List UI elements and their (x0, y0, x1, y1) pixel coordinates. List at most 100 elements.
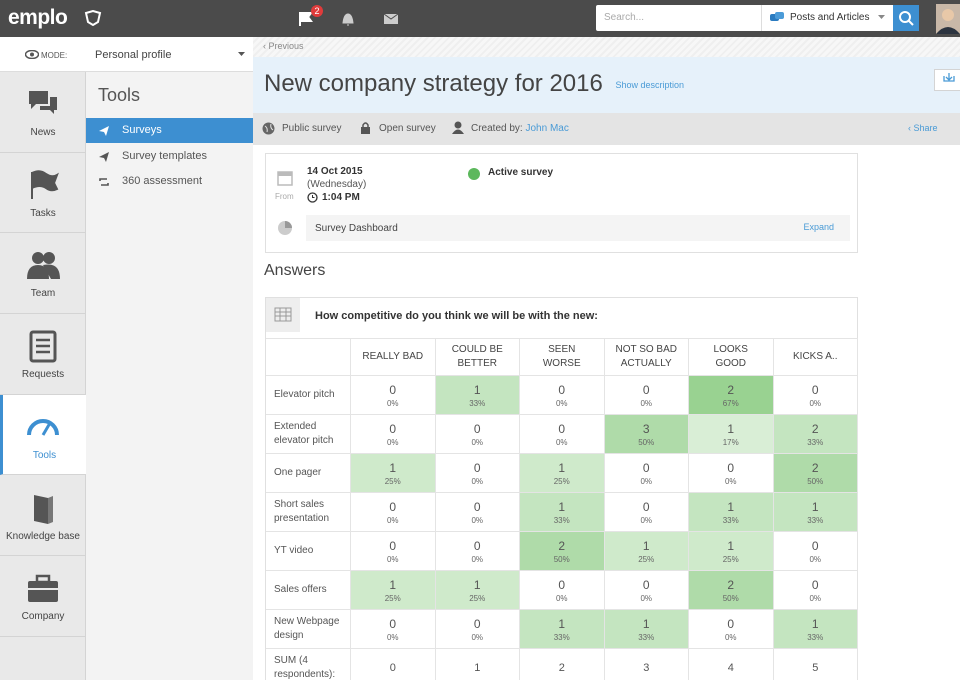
answer-cell: 0 0% (351, 376, 436, 415)
tools-title: Tools (98, 85, 141, 105)
sum-value: 1 (474, 662, 481, 674)
flag-icon[interactable] (298, 11, 314, 27)
answer-cell: 2 33% (773, 415, 858, 454)
row-label: Sales offers (266, 571, 351, 610)
answer-percent: 50% (553, 554, 570, 564)
answer-percent: 67% (722, 398, 739, 408)
show-description[interactable]: Show description (615, 79, 685, 90)
expand-link[interactable]: Expand (803, 222, 834, 232)
notification-badge: 2 (311, 5, 323, 17)
answer-cell: 1 25% (351, 571, 436, 610)
answer-percent: 0% (471, 515, 484, 525)
search-button[interactable] (893, 5, 919, 31)
search-input[interactable]: Search... (596, 5, 761, 31)
answer-cell: 1 25% (689, 532, 774, 571)
answer-count: 2 (727, 382, 735, 397)
created-by-name[interactable]: John Mac (525, 123, 569, 134)
bell-icon[interactable] (340, 11, 356, 27)
sum-cell: 2 (520, 649, 605, 680)
user-icon (452, 121, 464, 134)
tool-label: 360 assessment (122, 175, 203, 187)
answer-percent: 0% (555, 437, 568, 447)
tool-item[interactable]: Surveys (86, 118, 253, 143)
column-label: COULD BE BETTER (451, 344, 503, 369)
answer-percent: 0% (555, 593, 568, 603)
tool-item[interactable]: Survey templates (86, 144, 253, 169)
row-label-text: Short sales presentation (274, 499, 330, 524)
nav-item[interactable]: Company (0, 556, 86, 637)
answer-count: 1 (558, 499, 566, 514)
scope-icon (770, 12, 784, 21)
nav-item[interactable]: Requests (0, 314, 86, 395)
column-label: LOOKS GOOD (713, 344, 748, 369)
answer-count: 1 (473, 382, 481, 397)
answer-cell: 0 0% (435, 493, 520, 532)
answer-percent: 33% (553, 515, 570, 525)
row-label: YT video (266, 532, 351, 571)
share-link[interactable]: ‹ Share (908, 123, 938, 133)
answer-count: 1 (811, 616, 819, 631)
nav-item[interactable]: Tasks (0, 153, 86, 234)
calendar-icon (277, 171, 293, 186)
nav-item[interactable]: News (0, 72, 86, 153)
nav-item[interactable]: Team (0, 233, 86, 315)
mode-value[interactable]: Personal profile (95, 49, 172, 61)
answer-cell: 2 50% (773, 454, 858, 493)
answer-percent: 25% (638, 554, 655, 564)
answer-percent: 0% (386, 437, 399, 447)
answer-percent: 0% (724, 632, 737, 642)
answer-percent: 0% (471, 554, 484, 564)
answer-percent: 0% (471, 437, 484, 447)
logo-icon (84, 10, 102, 26)
answer-cell: 2 50% (520, 532, 605, 571)
answer-percent: 0% (386, 398, 399, 408)
answer-count: 1 (558, 616, 566, 631)
answer-cell: 1 25% (604, 532, 689, 571)
nav-label: Tools (32, 449, 57, 461)
row-label-text: Elevator pitch (274, 389, 335, 400)
dashboard-label: Survey Dashboard (315, 223, 398, 234)
dashboard-bar[interactable]: Survey Dashboard Expand (306, 215, 850, 241)
answer-cell: 3 50% (604, 415, 689, 454)
tools-panel: Tools Surveys Survey templates 360 assessm… (86, 72, 253, 680)
sum-cell: 4 (689, 649, 774, 680)
nav-item[interactable]: Tools (0, 394, 86, 476)
answer-cell: 1 17% (689, 415, 774, 454)
survey-info: From 14 Oct 2015 (Wednesday) 1:04 PM Act… (265, 153, 858, 253)
answer-percent: 0% (555, 398, 568, 408)
answer-percent: 25% (384, 593, 401, 603)
status: Active survey (488, 167, 554, 178)
avatar[interactable] (936, 4, 960, 34)
answer-cell: 0 0% (773, 532, 858, 571)
nav-item[interactable]: Knowledge base (0, 476, 86, 557)
answer-cell: 1 25% (351, 454, 436, 493)
answer-cell: 0 0% (773, 571, 858, 610)
tool-item[interactable]: 360 assessment (86, 169, 253, 194)
answer-count: 1 (558, 460, 566, 475)
column-header: SEEN WORSE (520, 338, 605, 376)
column-header: COULD BE BETTER (435, 338, 520, 376)
logo[interactable]: emplo (8, 6, 68, 29)
mode-caret (238, 52, 245, 56)
row-label: SUM (4 respondents): (266, 649, 351, 680)
download-button[interactable] (934, 69, 960, 91)
answer-percent: 50% (722, 593, 739, 603)
answer-count: 0 (811, 538, 819, 553)
answer-percent: 33% (638, 632, 655, 642)
answer-count: 1 (727, 538, 735, 553)
weekday: (Wednesday) (307, 179, 367, 190)
answer-percent: 0% (386, 554, 399, 564)
answer-percent: 17% (722, 437, 739, 447)
answer-count: 1 (642, 538, 650, 553)
answer-percent: 0% (471, 632, 484, 642)
answer-count: 2 (727, 577, 735, 592)
table-icon-box (266, 298, 300, 332)
from-label: From (275, 192, 294, 201)
answer-percent: 25% (722, 554, 739, 564)
mode-bar: MODE: Personal profile (0, 37, 253, 72)
back-link[interactable]: ‹ Previous (263, 41, 304, 51)
mail-icon[interactable] (383, 13, 399, 25)
answer-cell: 2 50% (689, 571, 774, 610)
row-label: Extended elevator pitch (266, 415, 351, 454)
answer-cell: 1 33% (689, 493, 774, 532)
